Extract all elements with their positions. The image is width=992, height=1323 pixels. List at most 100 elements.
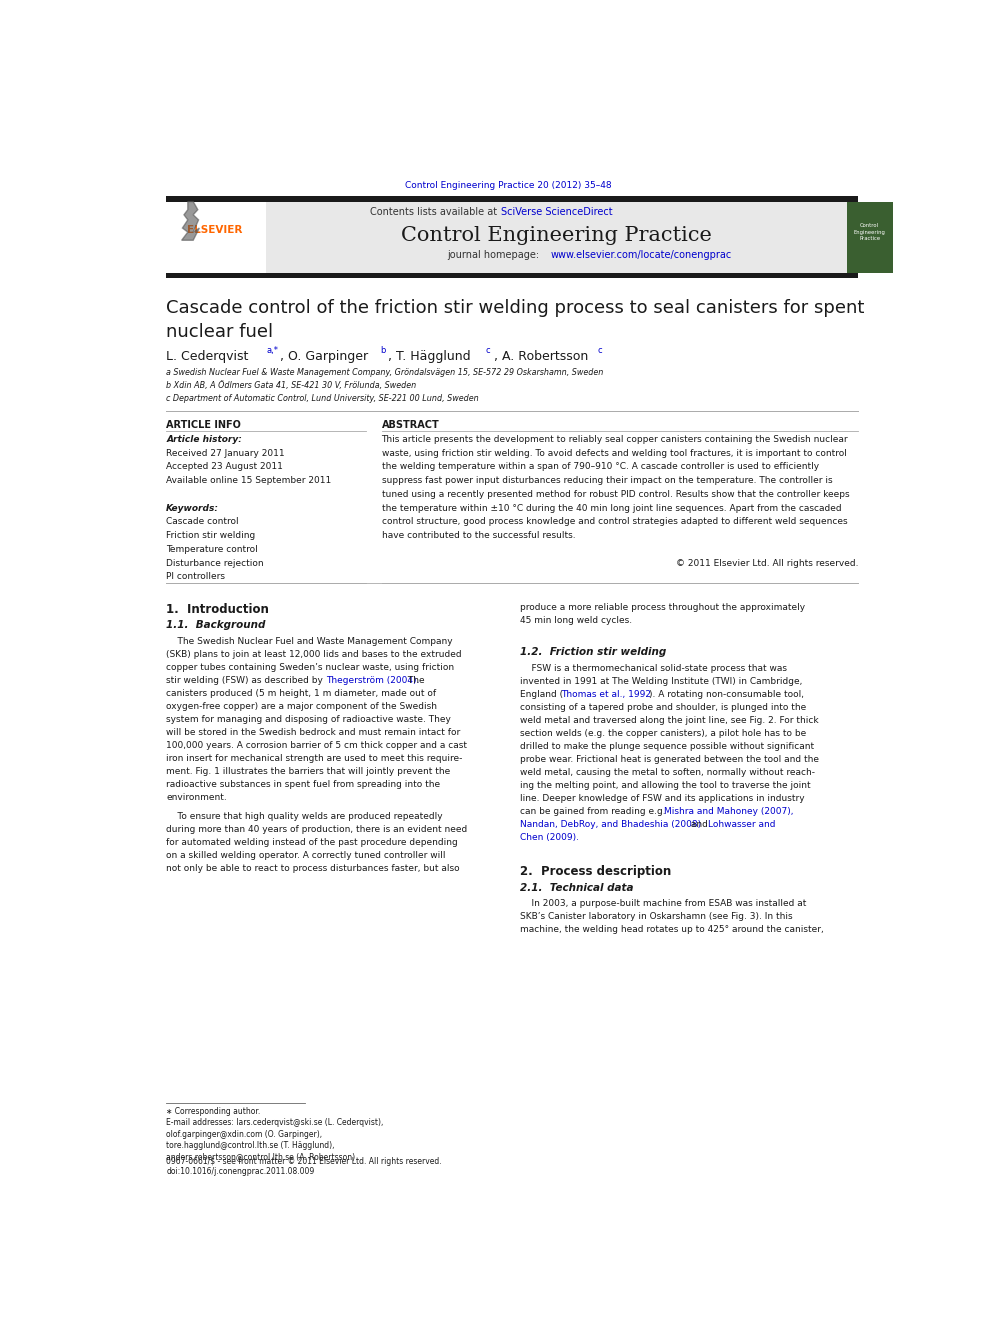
Text: Nandan, DebRoy, and Bhadeshia (2008): Nandan, DebRoy, and Bhadeshia (2008) (520, 820, 701, 830)
Text: SKB’s Canister laboratory in Oskarshamn (see Fig. 3). In this: SKB’s Canister laboratory in Oskarshamn … (520, 912, 793, 921)
Text: canisters produced (5 m height, 1 m diameter, made out of: canisters produced (5 m height, 1 m diam… (167, 689, 436, 697)
Bar (847, 201, 893, 273)
Text: ELSEVIER: ELSEVIER (187, 225, 242, 235)
Text: ABSTRACT: ABSTRACT (382, 419, 439, 430)
Text: Chen (2009).: Chen (2009). (520, 833, 579, 843)
Text: ing the melting point, and allowing the tool to traverse the joint: ing the melting point, and allowing the … (520, 781, 810, 790)
Text: ment. Fig. 1 illustrates the barriers that will jointly prevent the: ment. Fig. 1 illustrates the barriers th… (167, 767, 450, 775)
Text: Cascade control of the friction stir welding process to seal canisters for spent: Cascade control of the friction stir wel… (167, 299, 865, 341)
Text: www.elsevier.com/locate/conengprac: www.elsevier.com/locate/conengprac (551, 250, 732, 261)
Text: To ensure that high quality welds are produced repeatedly: To ensure that high quality welds are pr… (167, 812, 442, 822)
Text: 45 min long weld cycles.: 45 min long weld cycles. (520, 617, 632, 624)
Text: , A. Robertsson: , A. Robertsson (494, 351, 588, 364)
Text: and: and (687, 820, 710, 830)
Text: Lohwasser and: Lohwasser and (708, 820, 776, 830)
Text: SciVerse ScienceDirect: SciVerse ScienceDirect (501, 206, 612, 217)
Text: not only be able to react to process disturbances faster, but also: not only be able to react to process dis… (167, 864, 460, 873)
Text: In 2003, a purpose-built machine from ESAB was installed at: In 2003, a purpose-built machine from ES… (520, 900, 806, 908)
Text: Thomas et al., 1992: Thomas et al., 1992 (560, 689, 651, 699)
Text: , T. Hägglund: , T. Hägglund (389, 351, 471, 364)
Text: probe wear. Frictional heat is generated between the tool and the: probe wear. Frictional heat is generated… (520, 755, 819, 763)
Text: tuned using a recently presented method for robust PID control. Results show tha: tuned using a recently presented method … (382, 490, 849, 499)
Text: doi:10.1016/j.conengprac.2011.08.009: doi:10.1016/j.conengprac.2011.08.009 (167, 1167, 314, 1176)
Text: olof.garpinger@xdin.com (O. Garpinger),: olof.garpinger@xdin.com (O. Garpinger), (167, 1130, 322, 1139)
Text: have contributed to the successful results.: have contributed to the successful resul… (382, 531, 575, 540)
Text: ARTICLE INFO: ARTICLE INFO (167, 419, 241, 430)
Text: suppress fast power input disturbances reducing their impact on the temperature.: suppress fast power input disturbances r… (382, 476, 832, 486)
Text: weld metal and traversed along the joint line, see Fig. 2. For thick: weld metal and traversed along the joint… (520, 716, 818, 725)
Text: can be gained from reading e.g.: can be gained from reading e.g. (520, 807, 669, 816)
Text: control structure, good process knowledge and control strategies adapted to diff: control structure, good process knowledg… (382, 517, 847, 527)
Text: during more than 40 years of production, there is an evident need: during more than 40 years of production,… (167, 826, 467, 835)
Text: England (: England ( (520, 689, 563, 699)
Text: , O. Garpinger: , O. Garpinger (280, 351, 368, 364)
Text: This article presents the development to reliably seal copper canisters containi: This article presents the development to… (382, 435, 848, 443)
Bar (167, 201, 266, 273)
Text: c: c (597, 347, 602, 355)
Text: 1.2.  Friction stir welding: 1.2. Friction stir welding (520, 647, 667, 658)
Text: tore.hagglund@control.lth.se (T. Hägglund),: tore.hagglund@control.lth.se (T. Hägglun… (167, 1140, 334, 1150)
Text: (SKB) plans to join at least 12,000 lids and bases to the extruded: (SKB) plans to join at least 12,000 lids… (167, 650, 462, 659)
Text: Mishra and Mahoney (2007),: Mishra and Mahoney (2007), (664, 807, 794, 816)
Text: radioactive substances in spent fuel from spreading into the: radioactive substances in spent fuel fro… (167, 781, 440, 789)
Text: produce a more reliable process throughout the approximately: produce a more reliable process througho… (520, 603, 806, 613)
Text: c Department of Automatic Control, Lund University, SE-221 00 Lund, Sweden: c Department of Automatic Control, Lund … (167, 394, 479, 404)
Text: 1.1.  Background: 1.1. Background (167, 620, 266, 630)
Text: Control Engineering Practice: Control Engineering Practice (402, 226, 712, 245)
Text: line. Deeper knowledge of FSW and its applications in industry: line. Deeper knowledge of FSW and its ap… (520, 794, 805, 803)
Text: b: b (380, 347, 385, 355)
Text: PI controllers: PI controllers (167, 573, 225, 581)
Text: Available online 15 September 2011: Available online 15 September 2011 (167, 476, 331, 486)
Text: Control
Engineering
Practice: Control Engineering Practice (854, 224, 886, 241)
Text: waste, using friction stir welding. To avoid defects and welding tool fractures,: waste, using friction stir welding. To a… (382, 448, 846, 458)
Text: 1.  Introduction: 1. Introduction (167, 603, 269, 617)
Text: copper tubes containing Sweden’s nuclear waste, using friction: copper tubes containing Sweden’s nuclear… (167, 663, 454, 672)
Text: system for managing and disposing of radioactive waste. They: system for managing and disposing of rad… (167, 714, 451, 724)
Text: for automated welding instead of the past procedure depending: for automated welding instead of the pas… (167, 839, 458, 847)
Text: L. Cederqvist: L. Cederqvist (167, 351, 249, 364)
Text: on a skilled welding operator. A correctly tuned controller will: on a skilled welding operator. A correct… (167, 851, 445, 860)
Text: b Xdin AB, A Ödlmers Gata 41, SE-421 30 V, Frölunda, Sweden: b Xdin AB, A Ödlmers Gata 41, SE-421 30 … (167, 381, 417, 390)
Text: a,*: a,* (266, 347, 278, 355)
Text: Disturbance rejection: Disturbance rejection (167, 558, 264, 568)
Text: drilled to make the plunge sequence possible without significant: drilled to make the plunge sequence poss… (520, 742, 814, 751)
Text: environment.: environment. (167, 792, 227, 802)
Text: weld metal, causing the metal to soften, normally without reach-: weld metal, causing the metal to soften,… (520, 767, 815, 777)
Text: Article history:: Article history: (167, 435, 242, 443)
Text: Thegerström (2004).: Thegerström (2004). (326, 676, 420, 685)
Text: © 2011 Elsevier Ltd. All rights reserved.: © 2011 Elsevier Ltd. All rights reserved… (676, 558, 858, 568)
Text: FSW is a thermomechanical solid-state process that was: FSW is a thermomechanical solid-state pr… (520, 664, 787, 672)
Text: 2.  Process description: 2. Process description (520, 864, 672, 877)
Text: Temperature control: Temperature control (167, 545, 258, 554)
Text: Control Engineering Practice 20 (2012) 35–48: Control Engineering Practice 20 (2012) 3… (405, 181, 612, 191)
Text: 100,000 years. A corrosion barrier of 5 cm thick copper and a cast: 100,000 years. A corrosion barrier of 5 … (167, 741, 467, 750)
Text: the welding temperature within a span of 790–910 °C. A cascade controller is use: the welding temperature within a span of… (382, 462, 818, 471)
Text: Friction stir welding: Friction stir welding (167, 531, 256, 540)
Text: section welds (e.g. the copper canisters), a pilot hole has to be: section welds (e.g. the copper canisters… (520, 729, 806, 738)
Text: Accepted 23 August 2011: Accepted 23 August 2011 (167, 462, 283, 471)
Text: iron insert for mechanical strength are used to meet this require-: iron insert for mechanical strength are … (167, 754, 462, 763)
Bar (266, 201, 847, 273)
Text: Received 27 January 2011: Received 27 January 2011 (167, 448, 285, 458)
Text: c: c (485, 347, 490, 355)
Text: invented in 1991 at The Welding Institute (TWI) in Cambridge,: invented in 1991 at The Welding Institut… (520, 676, 803, 685)
Text: Cascade control: Cascade control (167, 517, 239, 527)
Text: machine, the welding head rotates up to 425° around the canister,: machine, the welding head rotates up to … (520, 925, 823, 934)
Text: oxygen-free copper) are a major component of the Swedish: oxygen-free copper) are a major componen… (167, 701, 437, 710)
Polygon shape (182, 201, 199, 241)
Text: 0967-0661/$ - see front matter © 2011 Elsevier Ltd. All rights reserved.: 0967-0661/$ - see front matter © 2011 El… (167, 1158, 441, 1166)
Text: ∗ Corresponding author.: ∗ Corresponding author. (167, 1107, 261, 1117)
Text: stir welding (FSW) as described by: stir welding (FSW) as described by (167, 676, 326, 685)
Text: Keywords:: Keywords: (167, 504, 219, 512)
Text: will be stored in the Swedish bedrock and must remain intact for: will be stored in the Swedish bedrock an… (167, 728, 460, 737)
Bar (167, 273, 858, 278)
Text: E-mail addresses: lars.cederqvist@ski.se (L. Cederqvist),: E-mail addresses: lars.cederqvist@ski.se… (167, 1118, 384, 1127)
Bar (167, 196, 858, 201)
Text: The: The (405, 676, 425, 685)
Text: a Swedish Nuclear Fuel & Waste Management Company, Gröndalsvägen 15, SE-572 29 O: a Swedish Nuclear Fuel & Waste Managemen… (167, 368, 604, 377)
Text: The Swedish Nuclear Fuel and Waste Management Company: The Swedish Nuclear Fuel and Waste Manag… (167, 636, 453, 646)
Text: consisting of a tapered probe and shoulder, is plunged into the: consisting of a tapered probe and should… (520, 703, 806, 712)
Text: the temperature within ±10 °C during the 40 min long joint line sequences. Apart: the temperature within ±10 °C during the… (382, 504, 841, 512)
Text: ). A rotating non-consumable tool,: ). A rotating non-consumable tool, (649, 689, 805, 699)
Text: 2.1.  Technical data: 2.1. Technical data (520, 882, 634, 893)
